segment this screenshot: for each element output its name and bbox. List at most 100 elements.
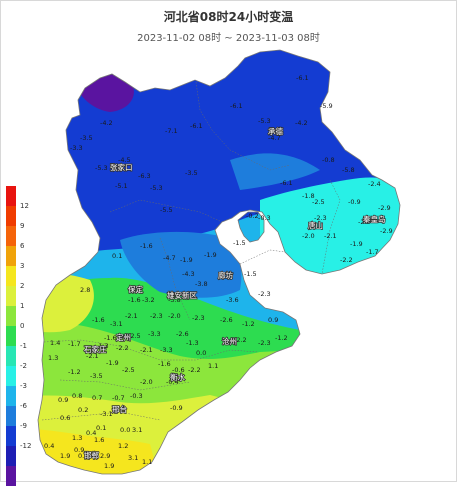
station-value: -1.2 — [275, 334, 288, 342]
legend-tick-label: -1 — [20, 342, 27, 350]
station-values: -3.3 -3.5 -5.3 -4.5 -5.1 -6.3 -5.3 -7.1 -6.1 -4.2… — [44, 74, 393, 470]
station-value: -1.9 — [106, 359, 119, 367]
station-value: -2.3 — [314, 214, 327, 222]
station-value: -1.9 — [350, 240, 363, 248]
station-value: -3.5 — [80, 134, 93, 142]
station-value: -3.3 — [160, 346, 173, 354]
station-value: -1.6 — [158, 360, 171, 368]
station-value: -1.2 — [242, 320, 255, 328]
legend-swatch — [6, 446, 16, 466]
station-value: 0.7 — [92, 394, 102, 402]
station-value: 0.1 — [112, 252, 122, 260]
station-value: -6.1 — [296, 74, 309, 82]
city-labels: 承德 张家口 秦皇岛 唐山 廊坊 保定 雄安新区 沧州 衡水 邢台 石家庄 邯郸… — [83, 125, 386, 461]
station-value: -1.5 — [244, 270, 257, 278]
station-value: 2.9 — [100, 452, 110, 460]
city-label-langfang: 廊坊 — [218, 270, 233, 280]
station-value: -2.9 — [358, 218, 371, 226]
station-value: -2.2 — [116, 344, 129, 352]
station-value: 0.4 — [44, 442, 54, 450]
legend-swatch — [6, 406, 16, 426]
station-value: -1.9 — [204, 251, 217, 259]
station-value: -2.9 — [380, 227, 393, 235]
station-value: -5.3 — [95, 164, 108, 172]
city-label-xiongan: 雄安新区 — [167, 290, 197, 300]
station-value: 0.0 — [120, 426, 130, 434]
station-value: 1.2 — [118, 442, 128, 450]
station-value: 0.6 — [60, 414, 70, 422]
station-value: -2.1 — [125, 312, 138, 320]
station-value: 3.1 — [128, 454, 138, 462]
station-value: -5.1 — [115, 182, 128, 190]
legend-tick-label: -2 — [20, 362, 27, 370]
station-value: -2.2 — [234, 336, 247, 344]
city-label-cangzhou: 沧州 — [222, 336, 237, 346]
station-value: -2.9 — [378, 204, 391, 212]
station-value: -2.0 — [140, 378, 153, 386]
station-value: -1.6 — [92, 316, 105, 324]
legend-swatch — [6, 266, 16, 286]
station-value: -0.3 — [130, 392, 143, 400]
legend-swatch — [6, 186, 16, 206]
color-band — [120, 231, 242, 298]
station-value: -4.5 — [118, 156, 131, 164]
station-value: -1.6 — [140, 242, 153, 250]
station-value: -2.0 — [168, 312, 181, 320]
city-label-shijiazhuang: 石家庄 — [84, 344, 107, 354]
station-value: 1.1 — [208, 362, 218, 370]
station-value: -2.5 — [128, 332, 141, 340]
legend-swatch — [6, 426, 16, 446]
station-value: -4.2 — [295, 119, 308, 127]
station-value: 0.9 — [74, 446, 84, 454]
legend-tick-label: -3 — [20, 382, 27, 390]
city-borders — [41, 81, 341, 421]
legend-swatch — [6, 366, 16, 386]
legend-tick-label: -12 — [20, 442, 32, 450]
station-value: -3.1 — [110, 320, 123, 328]
legend-swatch — [6, 346, 16, 366]
station-value: -3.3 — [70, 144, 83, 152]
station-value: -3.5 — [90, 372, 103, 380]
city-label-dingzhou: 定州 — [116, 332, 131, 342]
station-value: 1.6 — [94, 436, 104, 444]
station-value: -3.8 — [195, 280, 208, 288]
legend-tick-label: 9 — [20, 222, 25, 230]
station-value: -2.2 — [188, 366, 201, 374]
station-value: 0.0 — [196, 349, 206, 357]
legend-swatch — [6, 206, 16, 226]
city-label-chengde: 承德 — [268, 126, 283, 136]
station-value: -1.6 — [128, 296, 141, 304]
station-value: -5.8 — [342, 166, 355, 174]
legend-tick-label: 3 — [20, 262, 25, 270]
map-subtitle: 2023-11-02 08时 ~ 2023-11-03 08时 — [137, 33, 320, 44]
station-value: -6.1 — [280, 179, 293, 187]
station-value: -2.3 — [258, 339, 271, 347]
station-value: -2.6 — [220, 316, 233, 324]
station-value: -4.2 — [100, 119, 113, 127]
station-value: 1.4 — [50, 339, 60, 347]
station-value: -1.7 — [366, 248, 379, 256]
legend-tick-label: -6 — [20, 402, 27, 410]
station-value: -1.7 — [68, 340, 81, 348]
legend-tick-label: 6 — [20, 242, 25, 250]
legend-swatch — [6, 226, 16, 246]
station-value: -1.5 — [233, 239, 246, 247]
legend-swatch — [6, 326, 16, 346]
city-label-hengshui: 衡水 — [170, 372, 185, 382]
station-value: -3.2 — [142, 296, 155, 304]
station-value: -2.5 — [122, 366, 135, 374]
legend-swatch — [6, 306, 16, 326]
station-value: 0.9 — [58, 396, 68, 404]
station-value: -2.4 — [368, 180, 381, 188]
city-label-baoding: 保定 — [128, 284, 143, 294]
station-value: -1.9 — [180, 256, 193, 264]
station-value: 0.5 — [78, 452, 88, 460]
station-value: -2.5 — [312, 198, 325, 206]
station-value: -2.3 — [258, 290, 271, 298]
station-value: -3.1 — [100, 410, 113, 418]
station-value: -0.6 — [172, 366, 185, 374]
legend-tick-label: 12 — [20, 202, 29, 210]
station-value: -6.3 — [138, 172, 151, 180]
station-value: -2.1 — [86, 352, 99, 360]
station-value: -2.6 — [176, 330, 189, 338]
